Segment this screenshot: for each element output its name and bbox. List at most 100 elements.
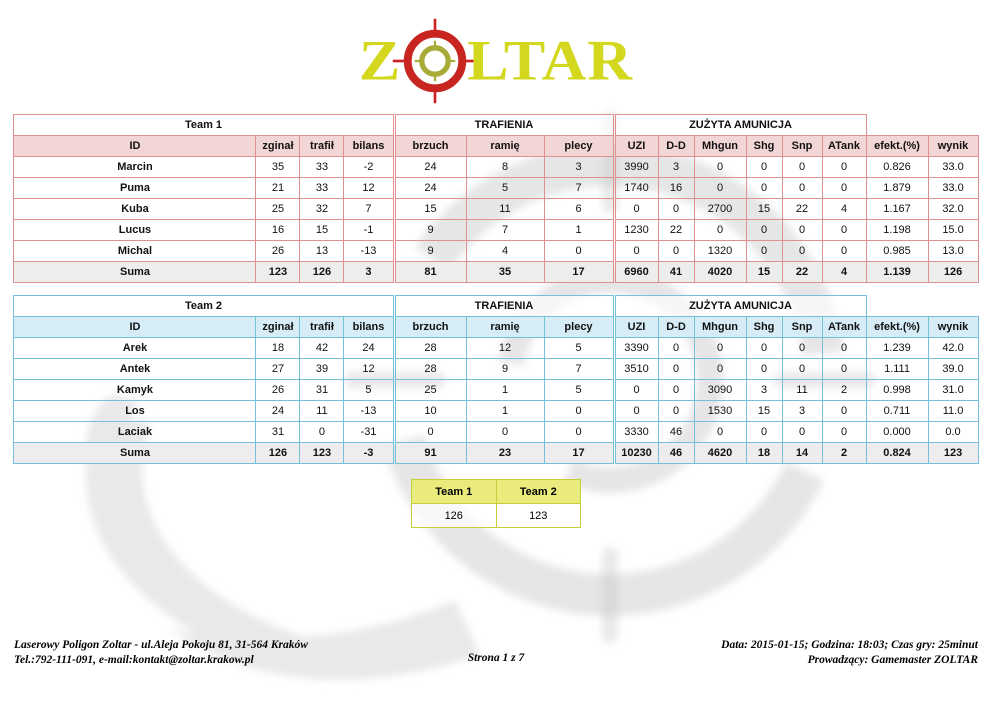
trafienia-group-label: TRAFIENIA — [392, 295, 615, 317]
table-cell: 1.111 — [865, 358, 929, 380]
table-cell: 0 — [781, 337, 823, 359]
table-row: Los 24 11 -13 10 1 0 0 0 1530 15 3 0 0.711 11.0 — [13, 400, 979, 422]
zoltar-logo: Z LTAR — [0, 0, 992, 106]
table-row: Marcin 35 33 -2 24 8 3 3990 3 0 0 0 0 0.826 33.0 — [13, 156, 979, 178]
table-cell: 21 — [255, 177, 301, 199]
table-cell: 0 — [745, 358, 783, 380]
table-cell: Kuba — [13, 198, 257, 220]
table-cell: 0 — [693, 177, 747, 199]
table-cell: 0 — [693, 156, 747, 178]
table-cell: 26 — [255, 240, 301, 262]
table-cell: 0 — [781, 240, 823, 262]
table-cell: 3990 — [612, 156, 659, 178]
col-header-shg: Shg — [745, 135, 783, 157]
table-cell: -13 — [343, 400, 395, 422]
table-cell: 0 — [745, 421, 783, 443]
table-cell: 33 — [299, 156, 345, 178]
col-header-brzuch: brzuch — [392, 316, 467, 338]
table-cell: 4620 — [693, 442, 747, 464]
table-cell: Lucus — [13, 219, 257, 241]
table-cell: 12 — [343, 358, 395, 380]
table-cell: 1740 — [612, 177, 659, 199]
table-cell: 1.198 — [865, 219, 929, 241]
table-row: Suma 126 123 -3 91 23 17 10230 46 4620 18 14 2 0.824 1… — [13, 442, 979, 464]
table-cell: 1 — [465, 400, 545, 422]
table-cell: 0 — [693, 219, 747, 241]
col-header-snp: Snp — [781, 316, 823, 338]
table-cell: 10 — [392, 400, 467, 422]
table-cell: 126 — [299, 261, 345, 283]
table-cell: 2 — [821, 442, 867, 464]
table-cell: 0 — [821, 219, 867, 241]
table-row: Antek 27 39 12 28 9 7 3510 0 0 0 0 0 1.111 39.0 — [13, 358, 979, 380]
table-cell: 0.824 — [865, 442, 929, 464]
table-cell: 33 — [299, 177, 345, 199]
table-cell: 46 — [657, 442, 695, 464]
col-header-ramie: ramię — [465, 316, 545, 338]
table-cell: 18 — [255, 337, 301, 359]
table-cell: 0 — [612, 198, 659, 220]
table-cell: 1 — [465, 379, 545, 401]
table-cell: 22 — [781, 261, 823, 283]
team1-player-rows: Marcin 35 33 -2 24 8 3 3990 3 0 0 0 0 0.826 33.0 Puma 21… — [13, 156, 979, 262]
team2-score-table: Team 2 TRAFIENIA ZUŻYTA AMUNICJA ID zgin… — [13, 295, 979, 464]
table-cell: -31 — [343, 421, 395, 443]
table-cell: 0 — [745, 240, 783, 262]
table-cell: 35 — [255, 156, 301, 178]
table-cell: 0 — [657, 358, 695, 380]
table-cell: 1.879 — [865, 177, 929, 199]
table-row: Arek 18 42 24 28 12 5 3390 0 0 0 0 0 1.239 42.0 — [13, 337, 979, 359]
table-cell: 31.0 — [927, 379, 979, 401]
empty-group-cell — [866, 115, 978, 136]
table-cell: 7 — [343, 198, 395, 220]
table-row: Kamyk 26 31 5 25 1 5 0 0 3090 3 11 2 0.998 31.0 — [13, 379, 979, 401]
table-cell: 28 — [392, 337, 467, 359]
table-cell: 22 — [781, 198, 823, 220]
table-cell: 25 — [392, 379, 467, 401]
col-header-mhgun: Mhgun — [693, 135, 747, 157]
table-cell: 0 — [693, 337, 747, 359]
table-cell: 0.000 — [865, 421, 929, 443]
team2-suma-row: Suma 126 123 -3 91 23 17 10230 46 4620 18 14 2 0.824 1… — [13, 442, 979, 464]
table-row: Michal 26 13 -13 9 4 0 0 0 1320 0 0 0 0.985 13.0 — [13, 240, 979, 262]
table-cell: 0 — [781, 156, 823, 178]
summary-team1-label: Team 1 — [411, 479, 497, 504]
col-header-wynik: wynik — [927, 316, 979, 338]
col-header-trafil: trafił — [299, 316, 345, 338]
table-cell: 0 — [657, 379, 695, 401]
table-cell: 0.985 — [865, 240, 929, 262]
table-cell: 91 — [392, 442, 467, 464]
trafienia-group-label: TRAFIENIA — [392, 114, 615, 136]
table-cell: 3 — [745, 379, 783, 401]
table-cell: 1 — [543, 219, 615, 241]
table-cell: 4 — [821, 198, 867, 220]
table-cell: Suma — [13, 442, 257, 464]
table-cell: Antek — [13, 358, 257, 380]
table-cell: 0 — [821, 337, 867, 359]
table-cell: 32.0 — [927, 198, 979, 220]
table-cell: 18 — [745, 442, 783, 464]
table-cell: 1.139 — [865, 261, 929, 283]
team2-group-label: Team 2 — [13, 295, 395, 317]
table-cell: 11 — [299, 400, 345, 422]
table-cell: 7 — [543, 177, 615, 199]
table-cell: 0 — [612, 400, 659, 422]
match-summary-table: Team 1 Team 2 126 123 — [411, 479, 581, 528]
table-cell: 2700 — [693, 198, 747, 220]
team1-suma-row: Suma 123 126 3 81 35 17 6960 41 4020 15 22 4 1.139 126 — [13, 261, 979, 283]
table-cell: 16 — [657, 177, 695, 199]
table-cell: 14 — [781, 442, 823, 464]
table-cell: 123 — [927, 442, 979, 464]
table-cell: 0 — [781, 358, 823, 380]
table-cell: 31 — [255, 421, 301, 443]
table-cell: 126 — [927, 261, 979, 283]
team1-score-table: Team 1 TRAFIENIA ZUŻYTA AMUNICJA ID zgin… — [13, 114, 979, 283]
col-header-atank: ATank — [821, 316, 867, 338]
col-header-efekt: efekt.(%) — [865, 135, 929, 157]
footer-contact-block: Laserowy Poligon Zoltar - ul.Aleja Pokoj… — [14, 638, 308, 668]
table-cell: 15 — [745, 261, 783, 283]
table-cell: 0 — [781, 219, 823, 241]
table-cell: 81 — [392, 261, 467, 283]
col-header-zginal: zginał — [255, 316, 301, 338]
